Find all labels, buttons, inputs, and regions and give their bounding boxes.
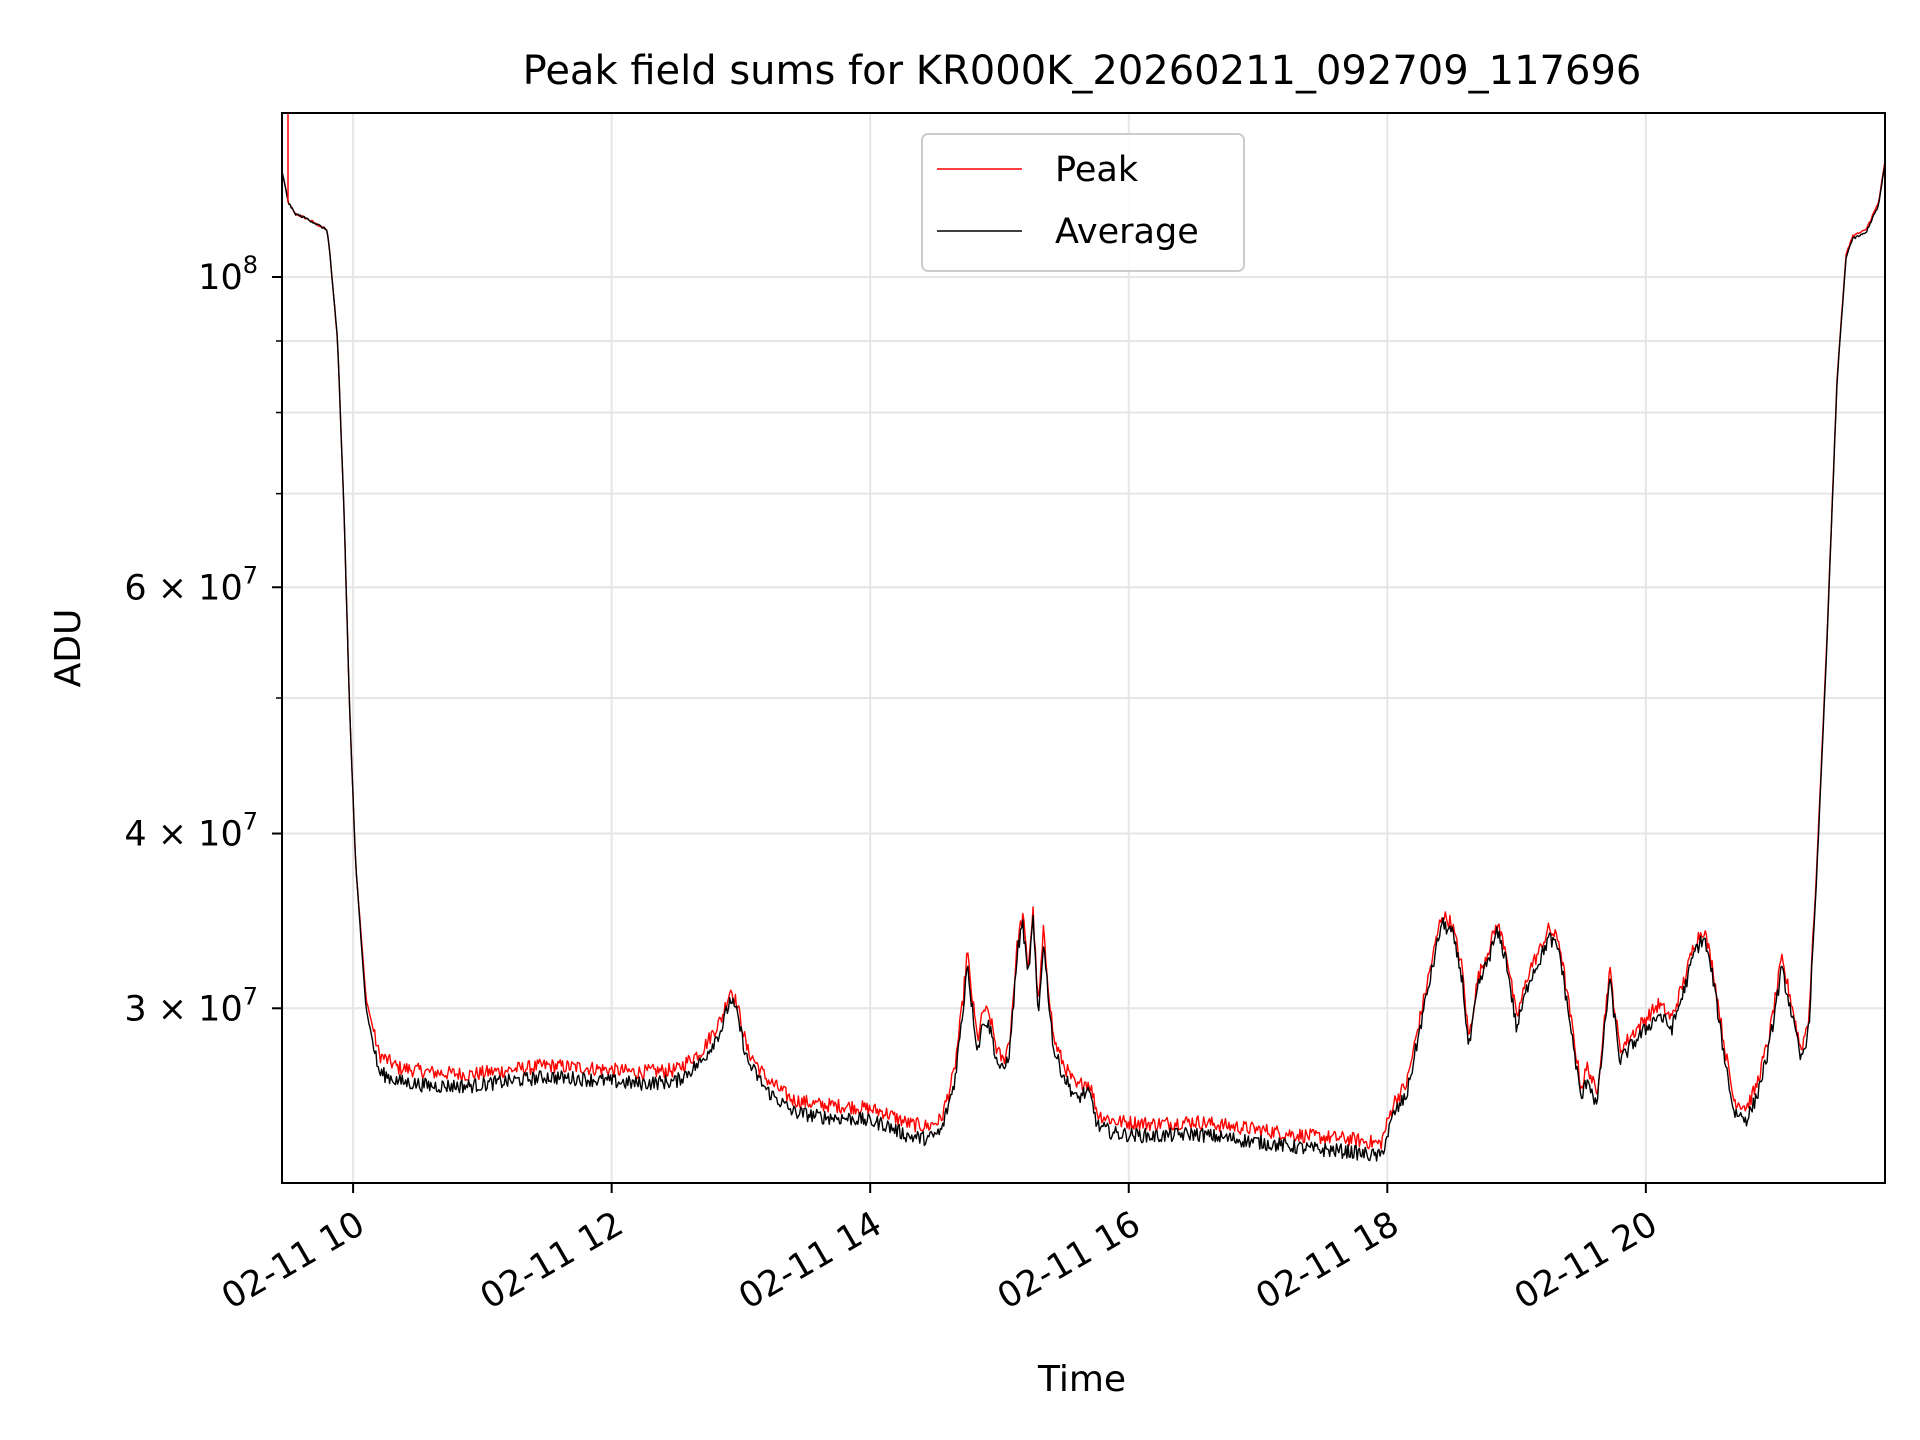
y-tick-exponent: 7 (243, 561, 258, 589)
chart-title: Peak field sums for KR000K_20260211_0927… (523, 48, 1642, 94)
y-tick-exponent: 8 (243, 251, 258, 279)
legend-label-average: Average (1055, 212, 1199, 252)
series-line-average (282, 163, 1885, 1162)
series-layer (282, 113, 1885, 1162)
y-tick-base: 4 × 10 (124, 815, 242, 855)
y-tick-label: 6 × 107 (124, 561, 258, 608)
y-tick-label: 4 × 107 (124, 808, 258, 855)
legend-label-peak: Peak (1055, 150, 1139, 190)
y-tick-base: 6 × 10 (124, 568, 242, 608)
y-tick-base: 10 (198, 258, 243, 298)
y-tick-exponent: 7 (243, 982, 258, 1010)
y-tick-base: 3 × 10 (124, 989, 242, 1029)
y-tick-label: 108 (198, 251, 258, 298)
y-tick-label: 3 × 107 (124, 982, 258, 1029)
plot-frame (281, 112, 1886, 1184)
grid (282, 113, 1885, 1183)
y-tick-exponent: 7 (243, 808, 258, 836)
y-axis-label: ADU (48, 609, 89, 688)
legend: Peak Average (921, 133, 1245, 272)
x-axis-label: Time (1037, 1359, 1126, 1400)
